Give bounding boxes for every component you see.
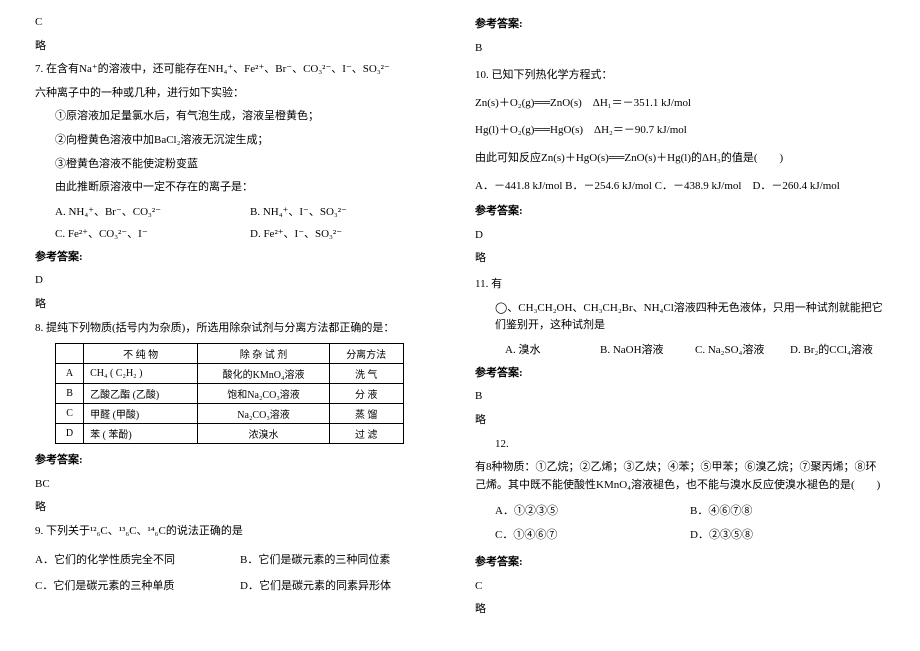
- q7-stem-1: 7. 在含有Na⁺的溶液中，还可能存在NH₄⁺、Fe²⁺、Br⁻、CO₃²⁻、I…: [35, 61, 445, 79]
- q7-step2: ②向橙黄色溶液中加BaCl₂溶液无沉淀生成；: [35, 132, 445, 150]
- right-column: 参考答案: B 10. 已知下列热化学方程式： Zn(s)＋O₂(g)══ZnO…: [460, 8, 900, 643]
- table-row: A CH₄ ( C₂H₂ ) 酸化的KMnO₄溶液 洗 气: [56, 364, 404, 384]
- left-column: C 略 7. 在含有Na⁺的溶液中，还可能存在NH₄⁺、Fe²⁺、Br⁻、CO₃…: [20, 8, 460, 643]
- q10-conclusion: 由此可知反应Zn(s)＋HgO(s)══ZnO(s)＋Hg(l)的ΔH₃的值是(…: [475, 150, 885, 168]
- q12-option-a: A．①②③⑤: [495, 502, 690, 518]
- q9-option-c: C．它们是碳元素的三种单质: [35, 577, 240, 593]
- q7-answer: D: [35, 272, 445, 290]
- q10-stem: 10. 已知下列热化学方程式：: [475, 67, 885, 85]
- q8-note: 略: [35, 499, 445, 517]
- q8-th-1: 不 纯 物: [84, 344, 198, 364]
- q12-note: 略: [475, 601, 885, 619]
- q10-answer-label: 参考答案:: [475, 203, 885, 221]
- q10-note: 略: [475, 250, 885, 268]
- q10-eq1: Zn(s)＋O₂(g)══ZnO(s) ΔH₁＝－351.1 kJ/mol: [475, 95, 885, 113]
- q8-stem: 8. 提纯下列物质(括号内为杂质)，所选用除杂试剂与分离方法都正确的是：: [35, 320, 445, 338]
- q7-option-d: D. Fe²⁺、I⁻、SO₃²⁻: [250, 225, 445, 241]
- table-row: D 苯 ( 苯酚) 浓溴水 过 滤: [56, 424, 404, 444]
- q9-option-b: B．它们是碳元素的三种同位素: [240, 551, 445, 567]
- q10-answer: D: [475, 227, 885, 245]
- q10-options: A．－441.8 kJ/mol B．－254.6 kJ/mol C．－438.9…: [475, 178, 885, 196]
- q12-option-b: B．④⑥⑦⑧: [690, 502, 885, 518]
- q9-option-a: A．它们的化学性质完全不同: [35, 551, 240, 567]
- q8-th-0: [56, 344, 84, 364]
- q7-option-c: C. Fe²⁺、CO₃²⁻、I⁻: [55, 225, 250, 241]
- q8-answer-label: 参考答案:: [35, 452, 445, 470]
- q7-step3: ③橙黄色溶液不能使淀粉变蓝: [35, 156, 445, 174]
- q11-note: 略: [475, 412, 885, 430]
- q11-option-b: B. NaOH溶液: [600, 341, 695, 357]
- q7-option-b: B. NH₄⁺、I⁻、SO₃²⁻: [250, 203, 445, 219]
- table-row: C 甲醛 (甲酸) Na₂CO₃溶液 蒸 馏: [56, 404, 404, 424]
- q11-option-d: D. Br₂的CCl₄溶液: [790, 341, 885, 357]
- q9-answer: B: [475, 40, 885, 58]
- q8-th-3: 分离方法: [329, 344, 403, 364]
- q8-th-2: 除 杂 试 剂: [198, 344, 330, 364]
- q11-option-a: A. 溴水: [505, 341, 600, 357]
- q12-option-c: C．①④⑥⑦: [495, 526, 690, 542]
- q11-stem-1: 11. 有: [475, 276, 885, 294]
- q12-answer: C: [475, 578, 885, 596]
- q6-note: 略: [35, 38, 445, 56]
- q7-stem-2: 六种离子中的一种或几种，进行如下实验：: [35, 85, 445, 103]
- q7-note: 略: [35, 296, 445, 314]
- q6-answer: C: [35, 14, 445, 32]
- q9-option-d: D．它们是碳元素的同素异形体: [240, 577, 445, 593]
- q8-answer: BC: [35, 476, 445, 494]
- q12-num: 12.: [475, 436, 885, 454]
- q8-table: 不 纯 物 除 杂 试 剂 分离方法 A CH₄ ( C₂H₂ ) 酸化的KMn…: [55, 343, 404, 444]
- q10-eq2: Hg(l)＋O₂(g)══HgO(s) ΔH₂＝－90.7 kJ/mol: [475, 122, 885, 140]
- q12-stem: 有8种物质：①乙烷；②乙烯；③乙炔；④苯；⑤甲苯；⑥溴乙烷；⑦聚丙烯；⑧环己烯。…: [475, 459, 885, 494]
- q7-option-a: A. NH₄⁺、Br⁻、CO₃²⁻: [55, 203, 250, 219]
- q11-answer-label: 参考答案:: [475, 365, 885, 383]
- q9-answer-label: 参考答案:: [475, 16, 885, 34]
- table-row: B 乙酸乙酯 (乙酸) 饱和Na₂CO₃溶液 分 液: [56, 384, 404, 404]
- q11-answer: B: [475, 388, 885, 406]
- q7-answer-label: 参考答案:: [35, 249, 445, 267]
- q7-step1: ①原溶液加足量氯水后，有气泡生成，溶液呈橙黄色；: [35, 108, 445, 126]
- q8-table-header: 不 纯 物 除 杂 试 剂 分离方法: [56, 344, 404, 364]
- q7-conclusion: 由此推断原溶液中一定不存在的离子是：: [35, 179, 445, 197]
- q12-answer-label: 参考答案:: [475, 554, 885, 572]
- q12-option-d: D．②③⑤⑧: [690, 526, 885, 542]
- q9-stem: 9. 下列关于¹²₆C、¹³₆C、¹⁴₆C的说法正确的是: [35, 523, 445, 541]
- q11-stem-2: ◯、CH₃CH₂OH、CH₃CH₂Br、NH₄Cl溶液四种无色液体，只用一种试剂…: [475, 300, 885, 335]
- q11-option-c: C. Na₂SO₄溶液: [695, 341, 790, 357]
